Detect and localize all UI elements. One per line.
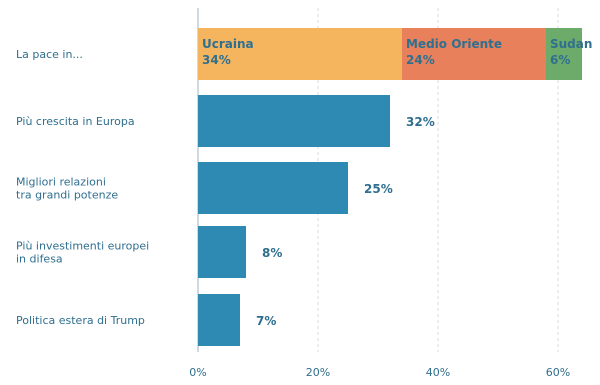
value-label: 8% — [262, 246, 282, 260]
category-label: Più investimenti europei in difesa — [16, 240, 149, 266]
value-label: 7% — [256, 314, 276, 328]
value-labels: Ucraina 34% Medio Oriente 24% Sudan 6% 32% 25% 8… — [202, 37, 592, 328]
x-tick-labels: 0% 20% 40% 60% — [189, 366, 570, 379]
value-label: 32% — [406, 115, 435, 129]
bar — [198, 95, 390, 147]
segment-value-label: 6% — [550, 53, 570, 67]
bar — [198, 162, 348, 214]
stacked-segment — [198, 28, 402, 80]
segment-value-label: 34% — [202, 53, 231, 67]
category-label: Più crescita in Europa — [16, 115, 135, 128]
x-tick-label: 40% — [426, 366, 450, 379]
x-tick-label: 0% — [189, 366, 206, 379]
bar — [198, 294, 240, 346]
x-tick-label: 60% — [546, 366, 570, 379]
category-label: Politica estera di Trump — [16, 314, 145, 327]
bar — [198, 226, 246, 278]
value-label: 25% — [364, 182, 393, 196]
x-tick-label: 20% — [306, 366, 330, 379]
segment-name-label: Medio Oriente — [406, 37, 502, 51]
stacked-segment — [546, 28, 582, 80]
stacked-segment — [402, 28, 546, 80]
segment-value-label: 24% — [406, 53, 435, 67]
category-label: La pace in... — [16, 48, 83, 61]
bars — [198, 28, 582, 346]
category-labels: La pace in... Più crescita in Europa Migli… — [16, 48, 149, 327]
segment-name-label: Ucraina — [202, 37, 254, 51]
category-label: Migliori relazioni tra grandi potenze — [16, 176, 118, 202]
segment-name-label: Sudan — [550, 37, 592, 51]
